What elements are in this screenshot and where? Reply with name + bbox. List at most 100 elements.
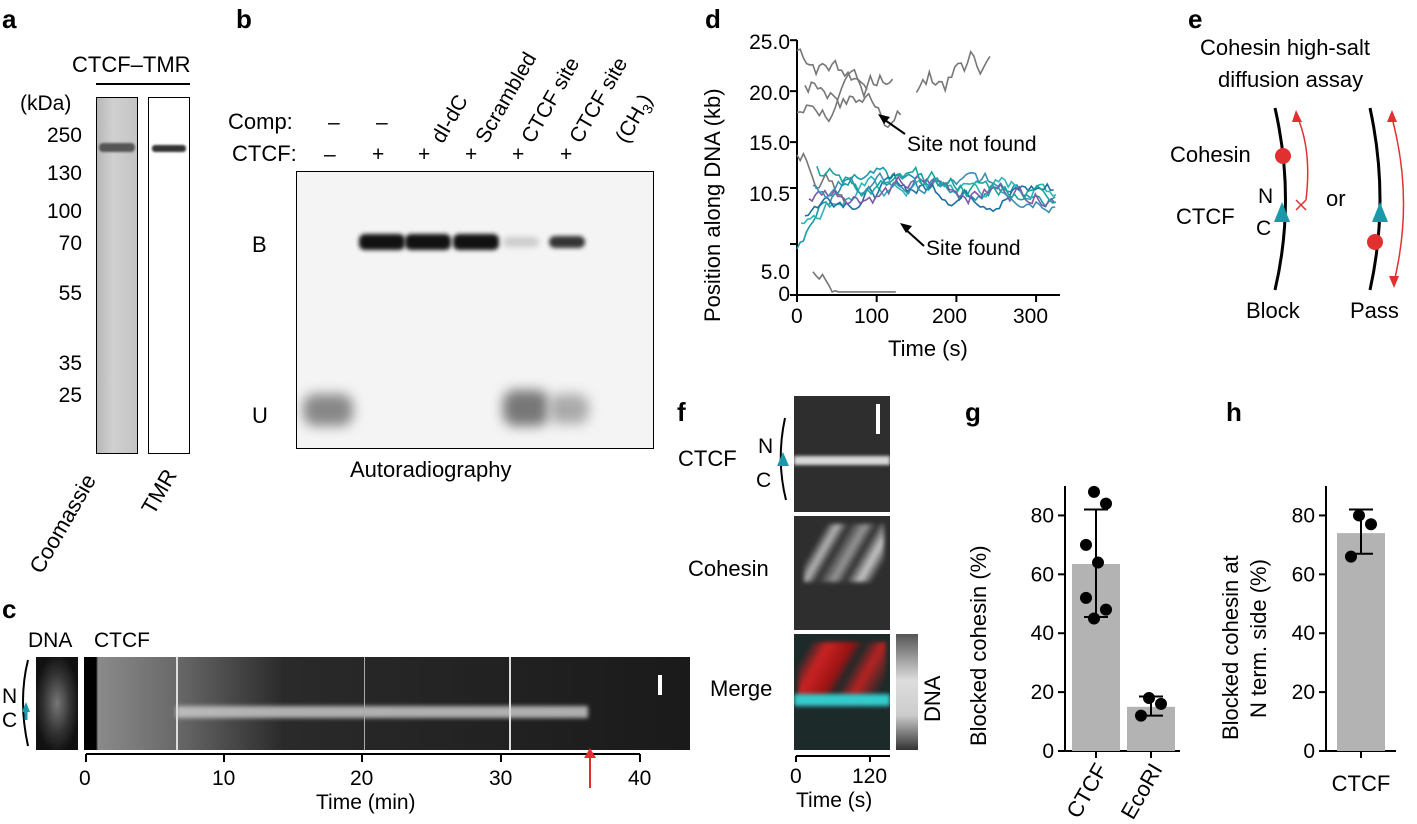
f-xtick-0: 0 (790, 765, 802, 788)
panel-h-label: h (1226, 397, 1242, 427)
g-ytick-40: 40 (1031, 622, 1054, 645)
h-category-ctcf: CTCF (1332, 771, 1391, 796)
e-block-label: Block (1246, 298, 1300, 323)
c-n-label: N (2, 685, 18, 708)
g-point-0-4 (1080, 591, 1092, 604)
ctcf-sign-1: – (324, 143, 336, 166)
panel-g-label: g (965, 397, 981, 427)
ctcf-row-label: CTCF: (232, 141, 297, 166)
g-ytick-80: 80 (1031, 504, 1054, 527)
ctcf-sign-3: + (418, 143, 431, 166)
d-xlabel: Time (s) (888, 336, 968, 361)
f-xtick-120: 120 (852, 765, 888, 788)
marker-55: 55 (58, 282, 82, 305)
h-ytick-0: 0 (1303, 740, 1315, 763)
panel-a-label: a (2, 4, 17, 34)
marker-35: 35 (58, 352, 82, 375)
ctcf-sign-5: + (512, 143, 525, 166)
g-ytick-0: 0 (1042, 740, 1054, 763)
g-point-1-2 (1135, 709, 1147, 722)
c-xtick-10: 10 (212, 767, 236, 790)
h-point-0-0 (1353, 509, 1365, 522)
g-point-0-0 (1088, 485, 1100, 498)
d-arrowhead-not-found (878, 114, 890, 124)
panel-f-label: f (677, 397, 686, 427)
c-xtick-40: 40 (628, 767, 652, 790)
d-arrowhead-found (900, 223, 912, 233)
e-title-line2: diffusion assay (1218, 67, 1364, 92)
d-xtick-200: 200 (932, 305, 968, 328)
ctcf-sign-6: + (560, 143, 573, 166)
g-ytick-60: 60 (1031, 563, 1054, 586)
marker-25: 25 (58, 384, 82, 407)
h-ytick-40: 40 (1292, 622, 1315, 645)
d-annot-found: Site found (926, 237, 1021, 260)
d-annot-not-found: Site not found (907, 133, 1037, 156)
h-point-0-1 (1365, 518, 1377, 531)
g-point-0-5 (1100, 603, 1112, 616)
e-n-label: N (1258, 185, 1274, 208)
f-cohesin-kymo (794, 516, 890, 630)
e-cohesin-label: Cohesin (1170, 142, 1251, 167)
panel-a-title: CTCF–TMR (72, 52, 191, 77)
e-c-label: C (1256, 217, 1272, 240)
panel-e-label: e (1188, 4, 1203, 34)
c-dna-image (36, 657, 78, 750)
g-ytick-20: 20 (1031, 681, 1054, 704)
marker-250: 250 (46, 124, 82, 147)
d-ytick-20: 20.0 (749, 82, 790, 105)
d-track-notfound-6 (812, 271, 896, 293)
competitor-2: – (376, 111, 388, 134)
g-point-0-3 (1092, 556, 1104, 569)
e-pass-label: Pass (1350, 298, 1399, 323)
d-ytick-0: 0 (778, 283, 790, 306)
f-merge-label: Merge (710, 676, 773, 701)
c-c-label: C (2, 709, 18, 732)
h-ytick-80: 80 (1292, 504, 1315, 527)
marker-100: 100 (46, 200, 82, 223)
d-track-found-6 (816, 165, 1057, 204)
f-c-label: C (756, 469, 772, 492)
f-ctcf-label: CTCF (678, 446, 737, 471)
g-point-0-2 (1080, 538, 1092, 551)
coomassie-lane (96, 97, 138, 454)
d-xtick-100: 100 (854, 305, 890, 328)
e-ctcf-label: CTCF (1176, 204, 1235, 229)
autoradiography-caption: Autoradiography (350, 457, 512, 482)
d-xtick-300: 300 (1013, 305, 1049, 328)
d-track-notfound-2 (804, 81, 902, 129)
ctcf-sign-4: + (465, 143, 478, 166)
c-xtick-30: 30 (489, 767, 513, 790)
emsa-gel (296, 171, 654, 449)
f-ctcf-kymo (794, 396, 890, 512)
kda-unit: (kDa) (20, 92, 72, 115)
c-kymograph (84, 657, 690, 750)
f-n-label: N (758, 435, 774, 458)
g-point-0-1 (1100, 497, 1112, 510)
d-track-notfound-4 (915, 49, 991, 94)
tmr-lane (148, 97, 190, 454)
d-ytick-25: 25.0 (749, 31, 790, 54)
g-point-0-6 (1088, 612, 1100, 625)
c-dna-label: DNA (28, 629, 73, 652)
panel-b-label: b (236, 4, 252, 34)
g-point-1-0 (1143, 692, 1155, 704)
e-title-line1: Cohesin high-salt (1200, 35, 1370, 60)
d-ytick-10: 10.5 (749, 183, 790, 206)
c-xlabel: Time (min) (316, 791, 416, 814)
band-b-label: B (252, 232, 267, 257)
marker-130: 130 (46, 162, 82, 185)
h-point-0-2 (1345, 550, 1357, 563)
c-xtick-0: 0 (79, 767, 91, 790)
h-ytick-60: 60 (1292, 563, 1315, 586)
f-dna-image (896, 634, 918, 750)
ctcf-sign-2: + (372, 143, 385, 166)
